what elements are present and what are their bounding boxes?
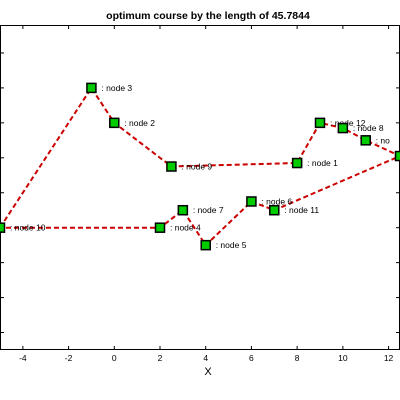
node-marker bbox=[0, 222, 6, 233]
x-tick-label: 12 bbox=[384, 353, 394, 363]
node-marker bbox=[86, 82, 97, 94]
node-label: : node 8 bbox=[353, 123, 384, 133]
x-tick-label: -4 bbox=[19, 353, 27, 363]
plot-frame bbox=[0, 25, 400, 350]
node-label: : node 10 bbox=[10, 223, 46, 233]
node-marker bbox=[291, 157, 303, 169]
node-marker bbox=[109, 117, 120, 129]
node-label: : node 9 bbox=[181, 162, 212, 172]
node-label: : node 1 bbox=[307, 158, 338, 168]
node-marker bbox=[177, 204, 189, 216]
node-label: : node 11 bbox=[284, 205, 319, 215]
x-axis-label: X bbox=[204, 366, 212, 378]
node-label: : no bbox=[376, 135, 390, 145]
node-marker bbox=[314, 117, 326, 129]
x-tick-label: 4 bbox=[203, 353, 208, 363]
x-tick-label: 0 bbox=[112, 353, 117, 363]
node-marker bbox=[337, 122, 349, 134]
node-marker bbox=[200, 239, 211, 251]
node-label: : node 5 bbox=[216, 240, 247, 250]
node-marker bbox=[166, 161, 177, 172]
x-tick-label: 2 bbox=[158, 353, 163, 363]
x-tick-label: -2 bbox=[65, 353, 73, 363]
node-label: : node 3 bbox=[101, 83, 132, 93]
node-marker bbox=[360, 135, 371, 146]
plot-area: -4 -2 0 2 4 6 8 10 12 : node 10 : node 3 : node 2 : … bbox=[0, 25, 400, 363]
route-line bbox=[0, 86, 400, 247]
x-tick-label: 8 bbox=[295, 353, 300, 363]
node-marker bbox=[269, 204, 280, 216]
x-tick-label: 6 bbox=[249, 353, 254, 363]
node-marker bbox=[394, 150, 400, 162]
node-marker bbox=[246, 196, 257, 207]
node-label: : node 6 bbox=[261, 196, 292, 206]
node-label: : node 7 bbox=[193, 205, 224, 215]
node-label: : node 2 bbox=[124, 118, 155, 128]
chart-title: optimum course by the length of 45.7844 bbox=[106, 10, 310, 22]
node-label: : node 4 bbox=[170, 223, 201, 233]
node-marker bbox=[154, 222, 166, 233]
x-tick-label: 10 bbox=[338, 353, 348, 363]
